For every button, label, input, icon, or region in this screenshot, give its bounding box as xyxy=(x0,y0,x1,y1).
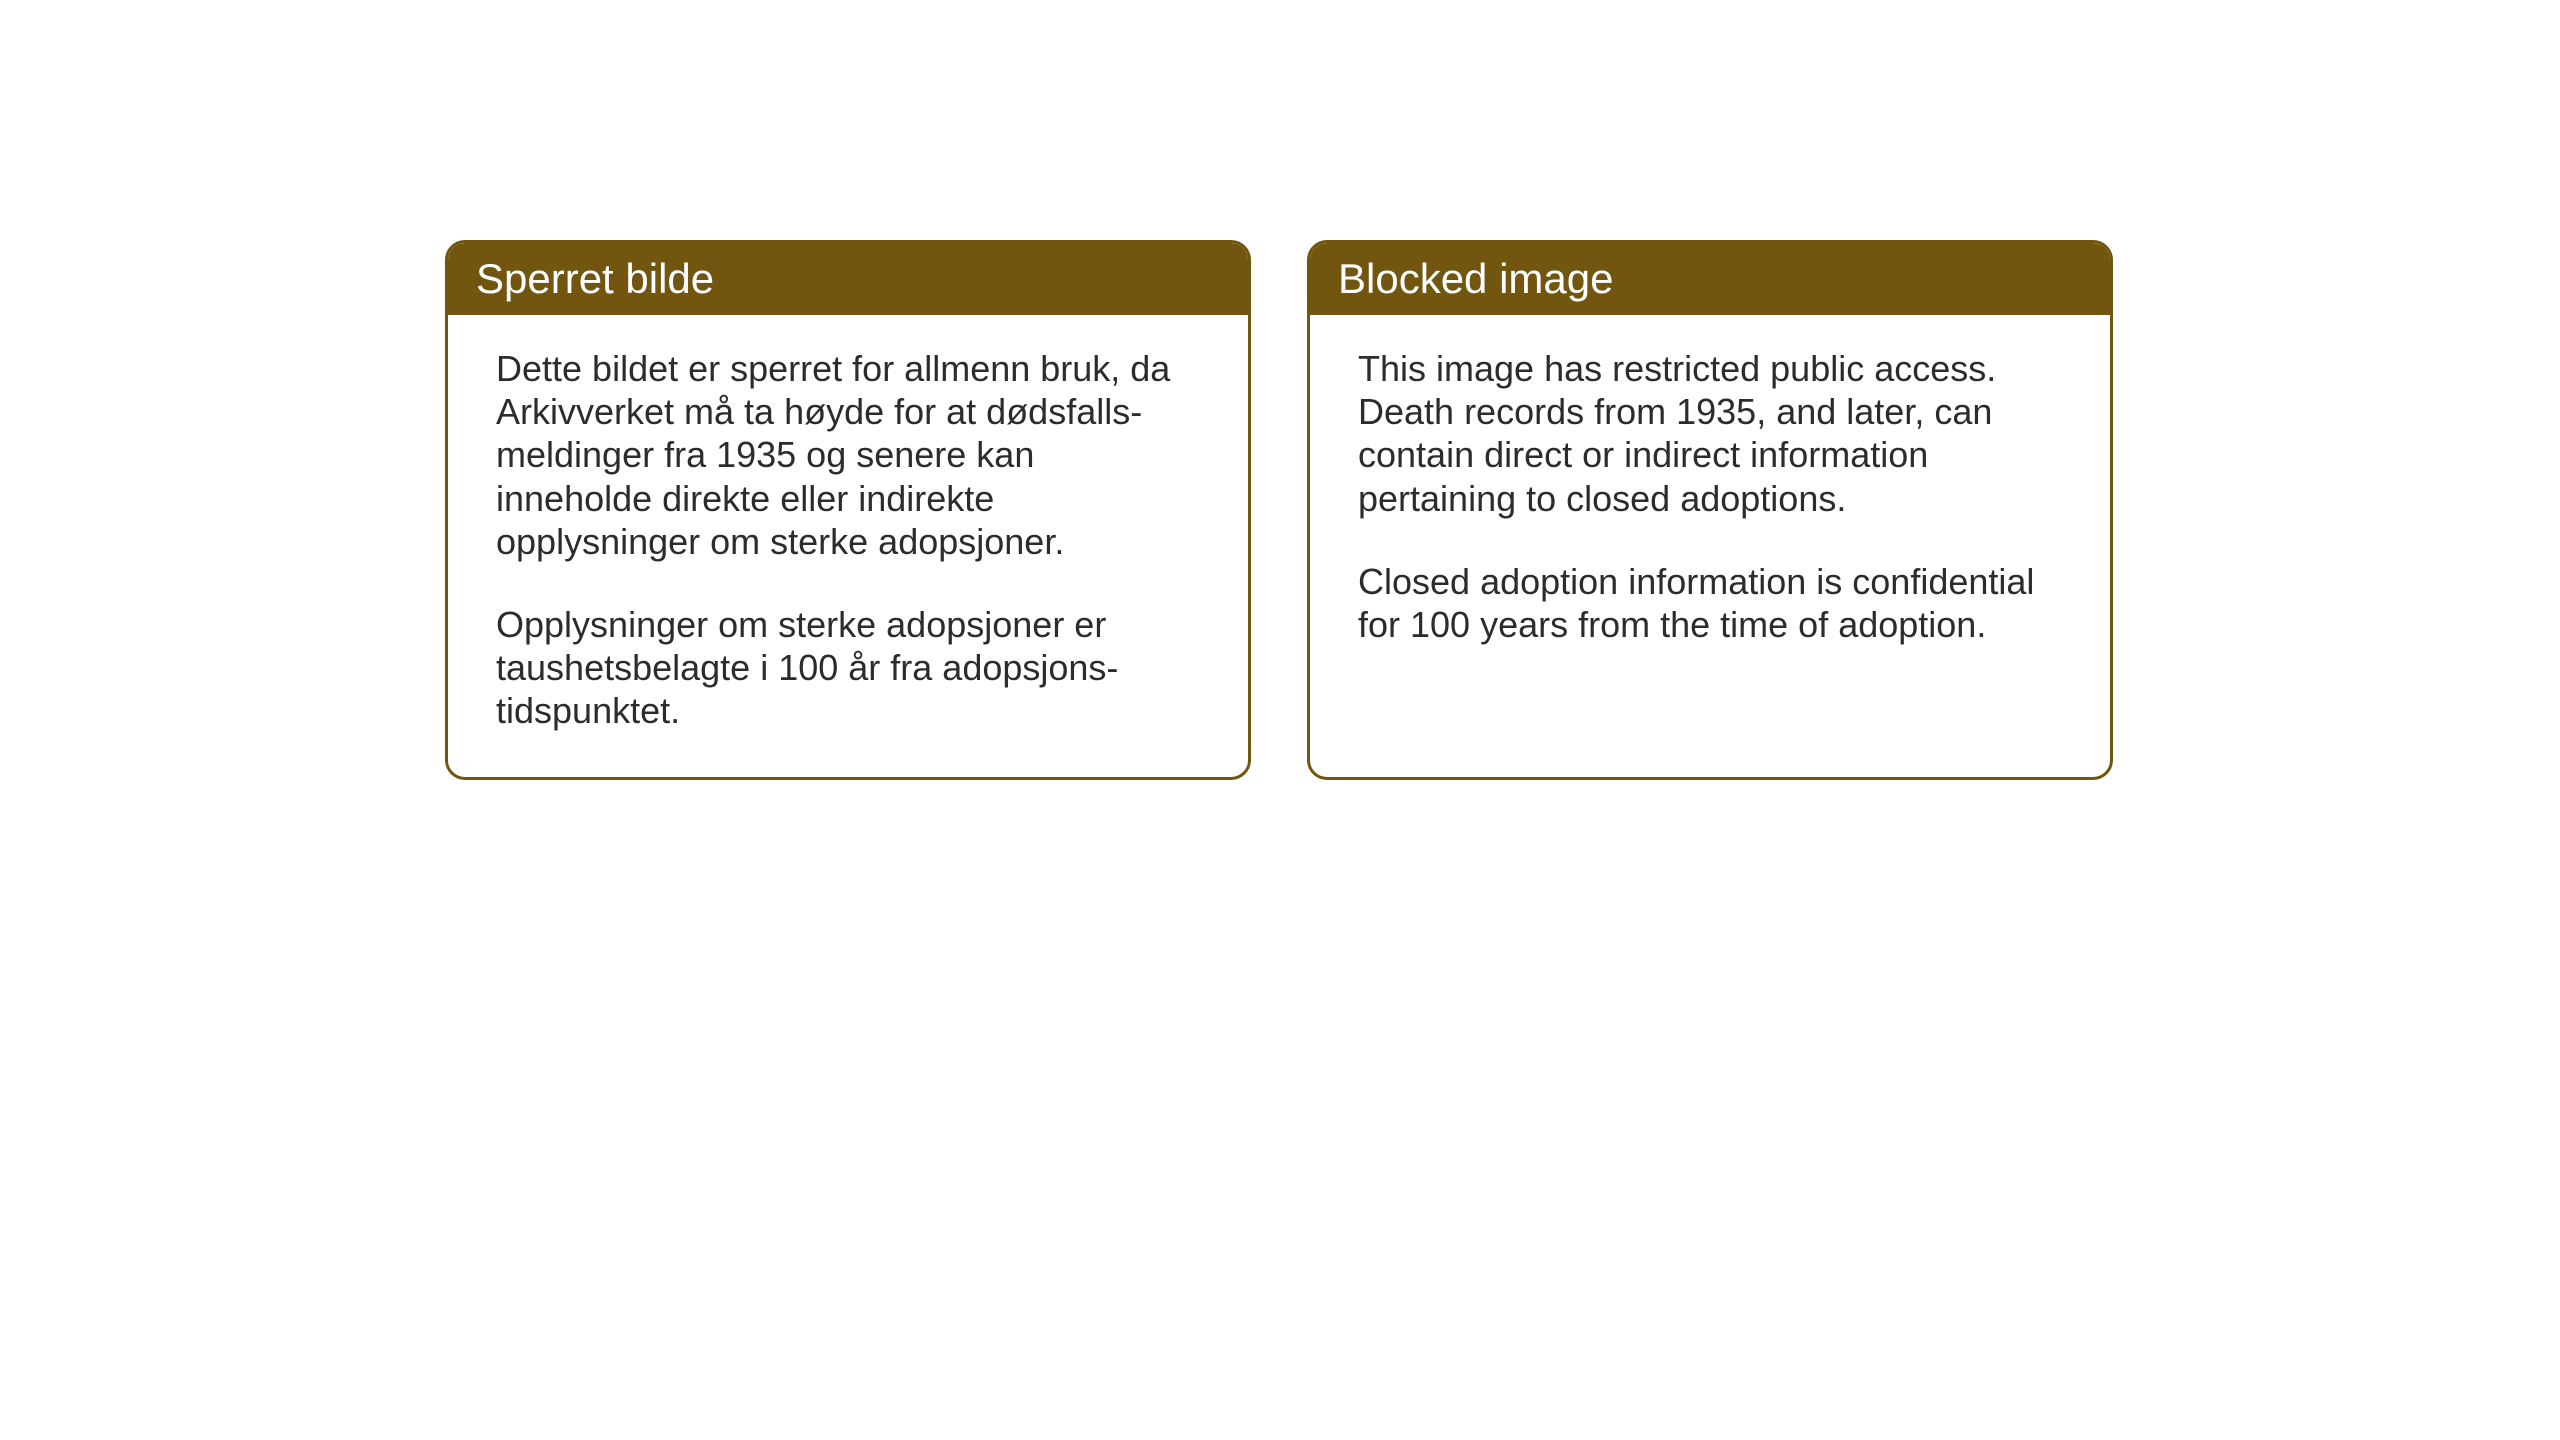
card-paragraph-2-english: Closed adoption information is confident… xyxy=(1358,560,2062,646)
card-title-norwegian: Sperret bilde xyxy=(476,255,714,302)
notice-container: Sperret bilde Dette bildet er sperret fo… xyxy=(445,240,2113,780)
notice-card-norwegian: Sperret bilde Dette bildet er sperret fo… xyxy=(445,240,1251,780)
card-header-norwegian: Sperret bilde xyxy=(448,243,1248,315)
card-header-english: Blocked image xyxy=(1310,243,2110,315)
card-paragraph-1-norwegian: Dette bildet er sperret for allmenn bruk… xyxy=(496,347,1200,563)
notice-card-english: Blocked image This image has restricted … xyxy=(1307,240,2113,780)
card-title-english: Blocked image xyxy=(1338,255,1613,302)
card-paragraph-2-norwegian: Opplysninger om sterke adopsjoner er tau… xyxy=(496,603,1200,733)
card-paragraph-1-english: This image has restricted public access.… xyxy=(1358,347,2062,520)
card-body-norwegian: Dette bildet er sperret for allmenn bruk… xyxy=(448,315,1248,777)
card-body-english: This image has restricted public access.… xyxy=(1310,315,2110,755)
